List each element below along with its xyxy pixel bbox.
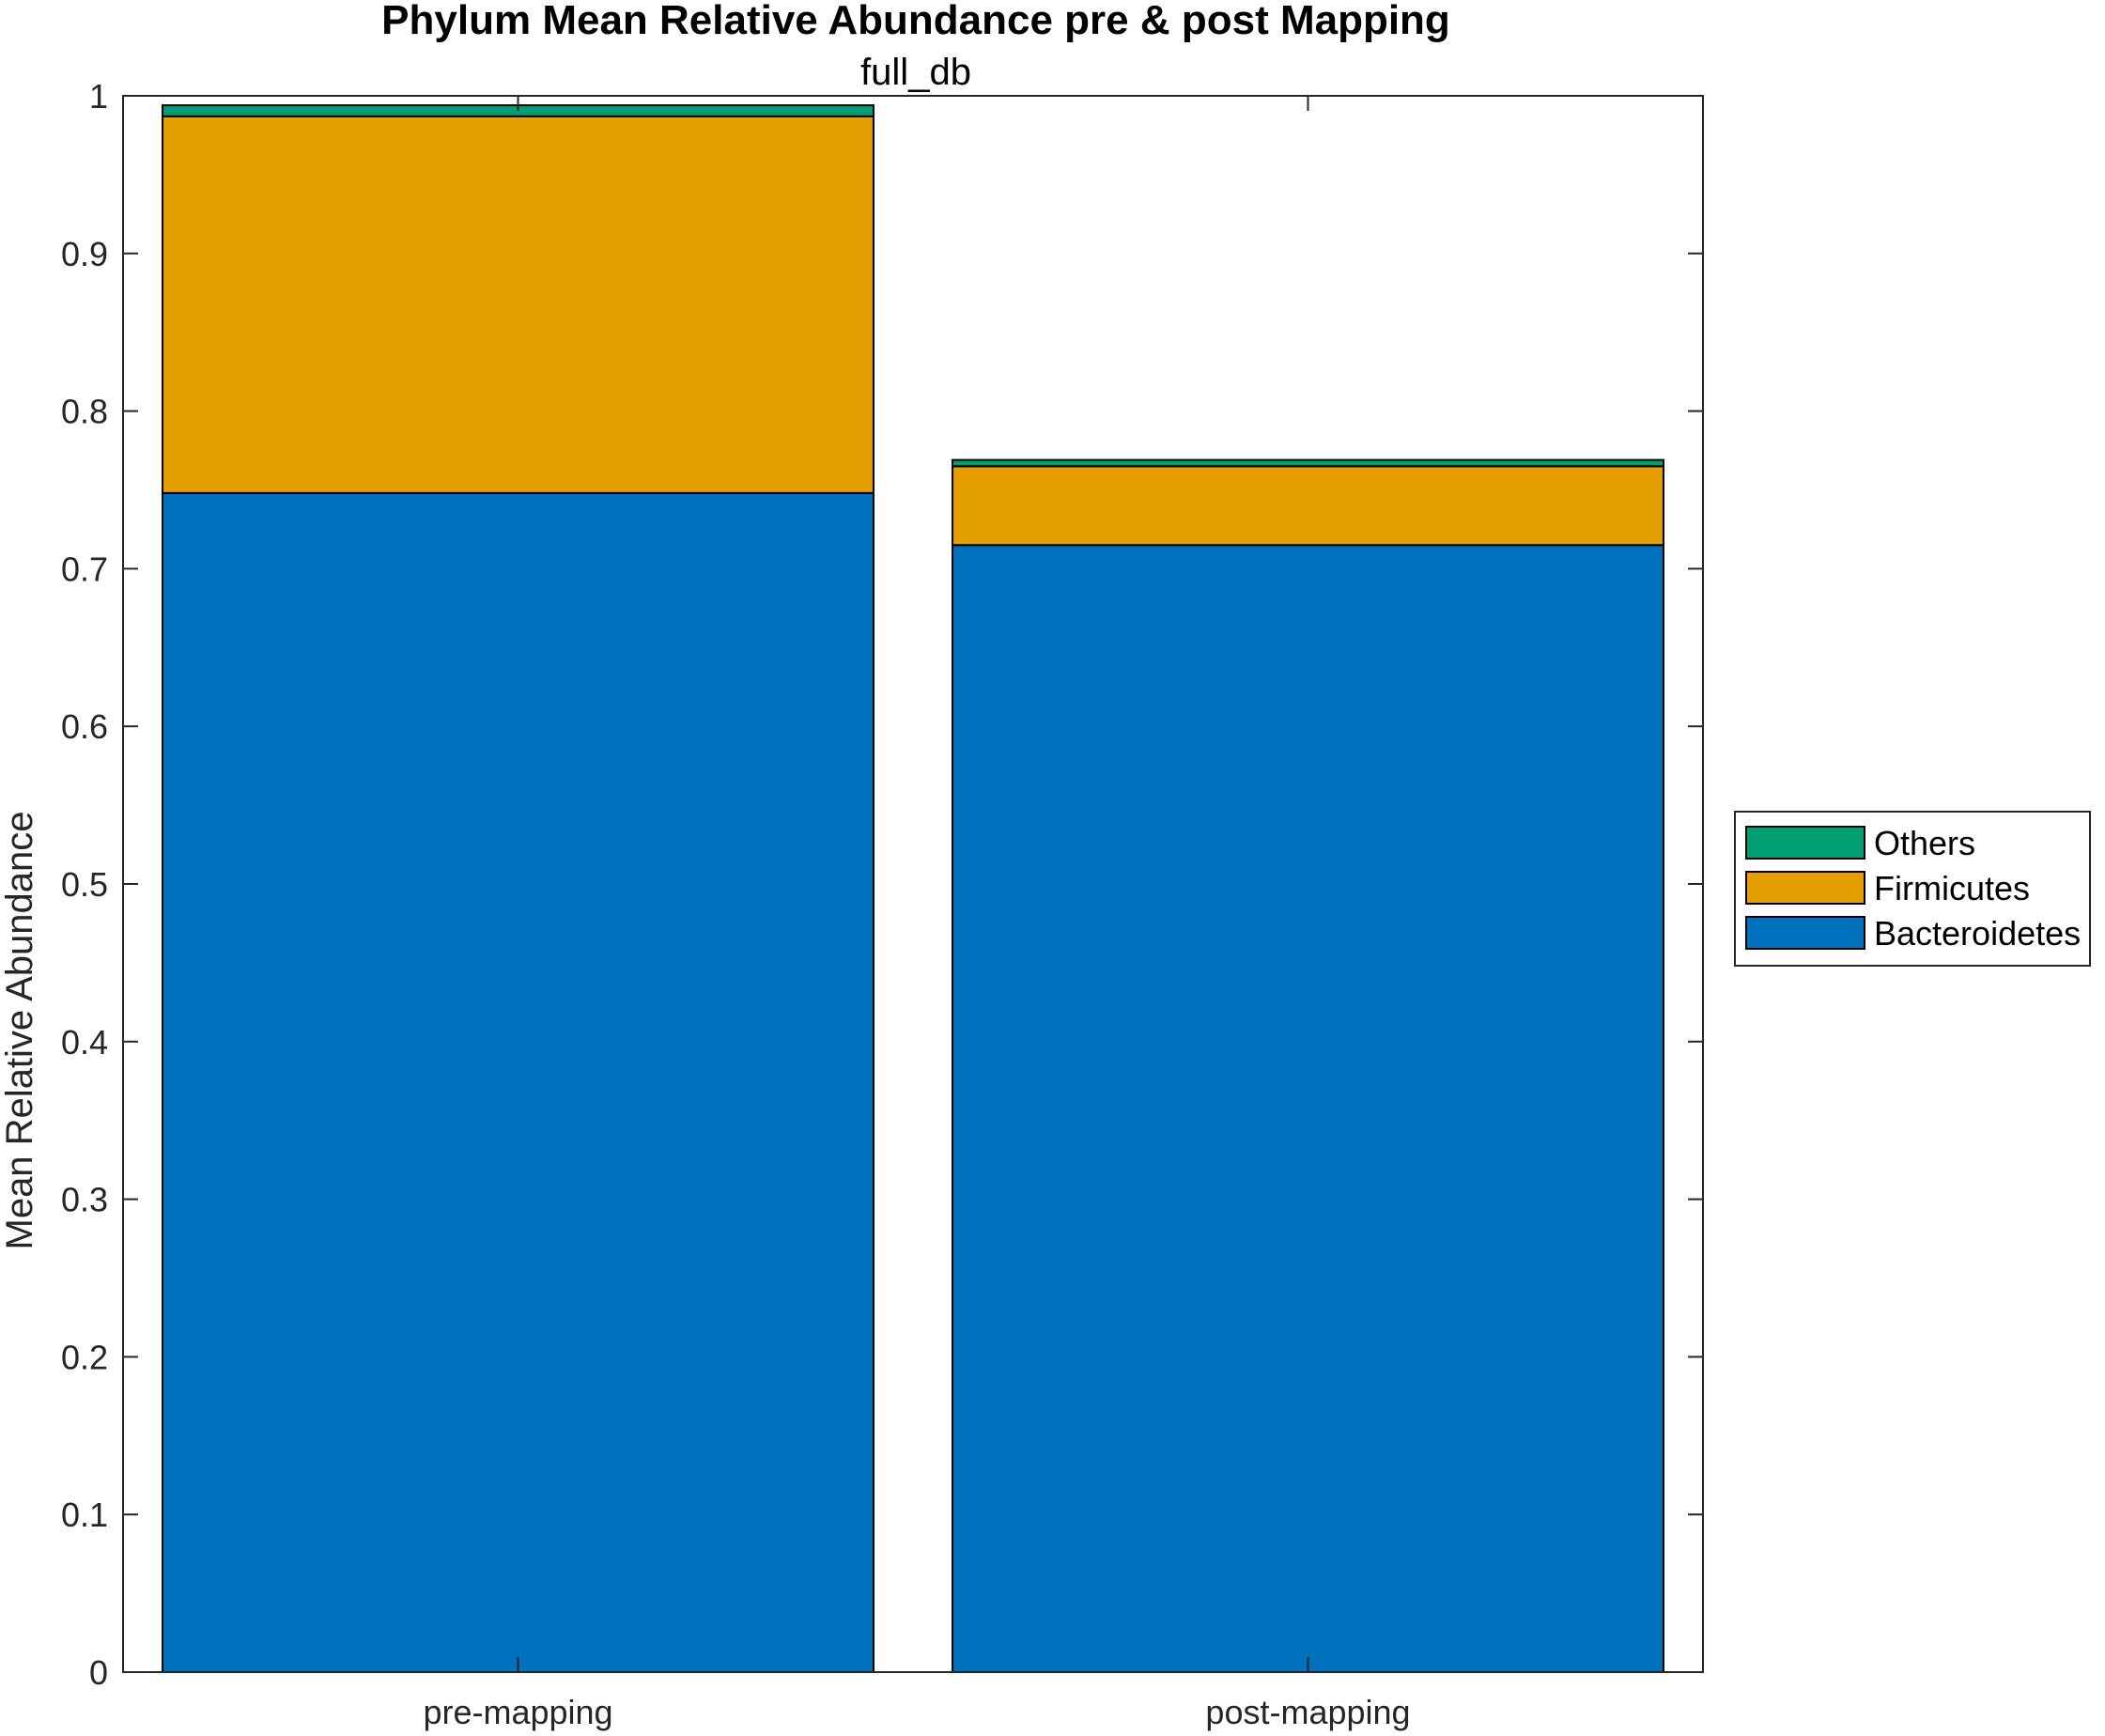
legend-swatch-others [1745,826,1865,860]
y-tick-label: 0.5 [61,865,108,904]
chart-title: Phylum Mean Relative Abundance pre & pos… [381,0,1450,43]
bar-firmicutes-pre-mapping [162,115,875,494]
y-axis-label: Mean Relative Abundance [0,812,40,1250]
y-tick-label: 0.1 [61,1496,108,1534]
bars-layer [162,104,1664,1674]
y-tick-label: 0.2 [61,1338,108,1376]
y-tick-label: 0.8 [61,393,108,431]
y-tick-label: 1 [89,77,108,116]
legend-label-bacteroidetes: Bacteroidetes [1874,914,2081,953]
legend: Others Firmicutes Bacteroidetes [1734,811,2091,967]
x-tick-label-post-mapping: post-mapping [1205,1693,1410,1731]
y-tick-label: 0 [89,1653,108,1692]
bar-bacteroidetes-pre-mapping [162,491,875,1674]
bar-firmicutes-post-mapping [952,465,1664,547]
y-tick-label: 0.7 [61,550,108,588]
chart-subtitle: full_db [860,52,971,93]
x-tick-label-pre-mapping: pre-mapping [423,1693,612,1731]
bar-others-post-mapping [952,458,1664,468]
legend-swatch-firmicutes [1745,871,1865,905]
y-tick-label: 0.3 [61,1181,108,1219]
y-tick-label: 0.9 [61,235,108,273]
y-tick-label: 0.4 [61,1023,108,1062]
bar-bacteroidetes-post-mapping [952,544,1664,1673]
axes-layer: 0 0.1 0.2 0.3 0.4 0.5 0.6 0.7 0.8 0.9 1 pre-mapping… [61,77,1704,1731]
legend-label-others: Others [1874,824,1975,862]
legend-swatch-bacteroidetes [1745,916,1865,950]
y-tick-label: 0.6 [61,707,108,746]
legend-label-firmicutes: Firmicutes [1874,869,2030,907]
